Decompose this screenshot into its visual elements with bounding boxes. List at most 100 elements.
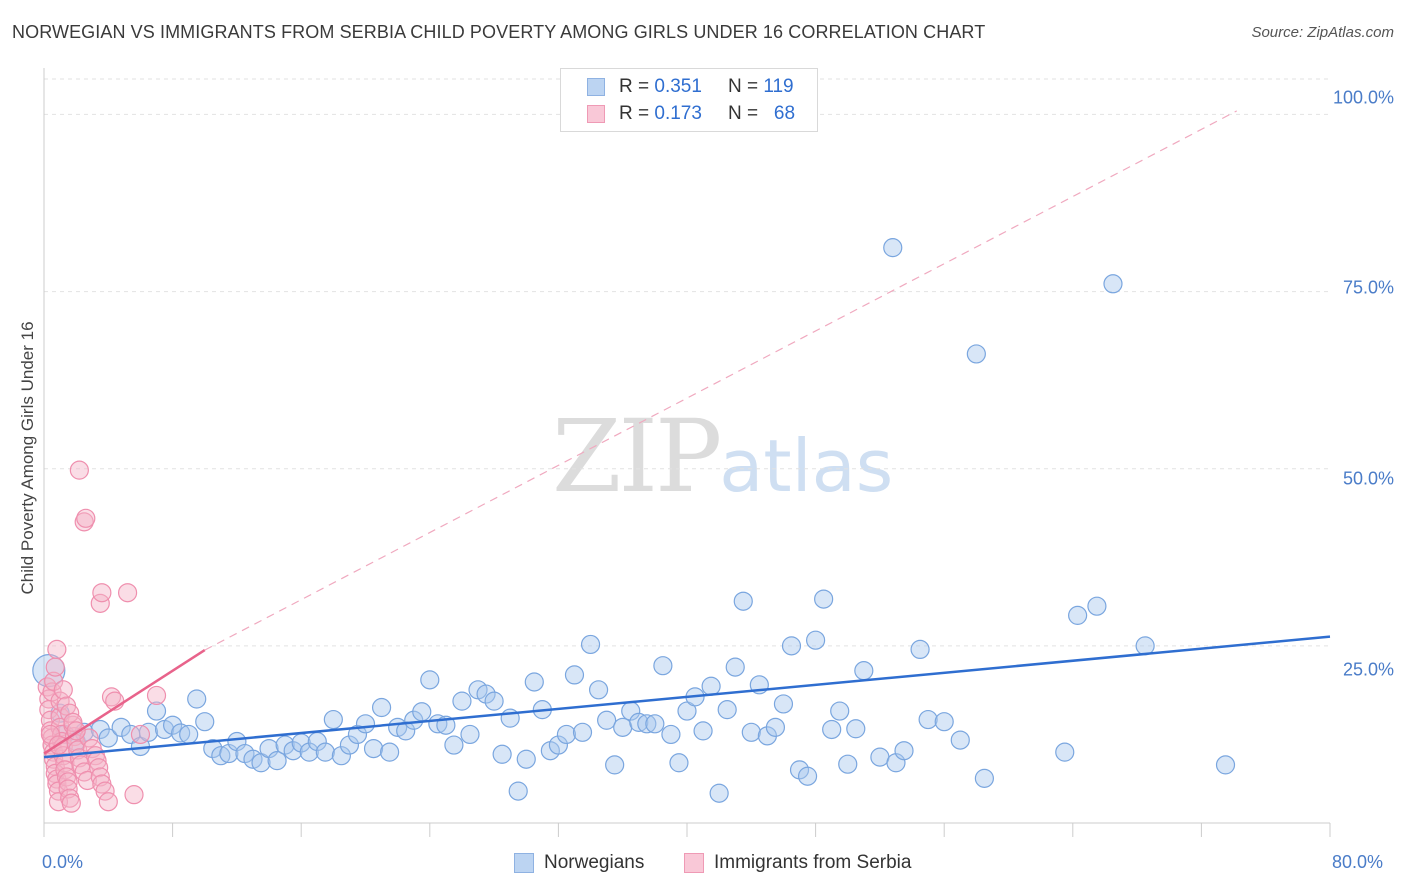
norwegian-point [645, 714, 665, 734]
norwegian-point [548, 735, 569, 755]
legend-swatch-serbia [587, 105, 605, 123]
norwegian-point [564, 665, 585, 685]
norwegian-point [918, 709, 938, 730]
norwegian-point [508, 781, 528, 801]
norwegian-point [556, 724, 577, 745]
norwegian-point [1215, 755, 1236, 775]
norwegian-point [146, 701, 167, 721]
serbia-point [69, 460, 89, 480]
legend-r-label: R = [619, 103, 650, 124]
norwegian-point [1103, 274, 1123, 294]
serbia-point [58, 772, 78, 792]
norwegian-point [894, 741, 914, 761]
bottom-legend-norwegians: Norwegians [514, 852, 644, 874]
bottom-legend-swatch-serbia [684, 853, 704, 873]
serbia-point [53, 680, 73, 700]
norwegian-point [267, 751, 287, 771]
norwegian-point [516, 749, 536, 769]
serbia-point [92, 583, 112, 603]
norwegian-point [1068, 605, 1088, 625]
norwegian-point [580, 634, 601, 655]
norwegian-point [661, 724, 681, 745]
y-tick-label: 25.0% [1342, 659, 1394, 680]
bottom-legend-label-serbia: Immigrants from Serbia [714, 852, 912, 873]
norwegian-trend-line [43, 635, 1331, 759]
norwegian-point [111, 717, 131, 737]
norwegian-point [693, 721, 713, 741]
norwegian-point [637, 714, 657, 734]
norwegian-point [363, 738, 384, 759]
norwegian-point [709, 783, 729, 803]
watermark: ZIPatlas [552, 398, 894, 515]
norwegian-point [717, 700, 737, 720]
y-tick-label: 100.0% [1332, 87, 1394, 108]
norwegian-point [629, 712, 649, 732]
legend-n-label: N = [727, 76, 759, 97]
legend-n-value: 68 [773, 103, 796, 124]
serbia-point [98, 792, 118, 812]
bottom-legend-serbia: Immigrants from Serbia [684, 852, 911, 874]
norwegian-point [765, 717, 786, 737]
norwegian-point [950, 730, 970, 750]
norwegian-point [524, 672, 544, 692]
norwegian-point [484, 691, 504, 711]
norwegian-point [605, 755, 625, 775]
norwegian-point [476, 684, 496, 704]
norwegian-point [283, 741, 303, 761]
norwegian-point [588, 680, 609, 700]
norwegian-point [396, 721, 416, 741]
norwegian-point [838, 754, 858, 774]
serbia-trend-extension [204, 110, 1238, 651]
norwegian-point [773, 694, 794, 714]
norwegian-point [814, 589, 834, 609]
norwegian-point [163, 715, 183, 735]
norwegian-point [797, 766, 818, 786]
norwegian-point [1055, 742, 1075, 762]
norwegian-point [910, 639, 930, 660]
serbia-point [146, 685, 167, 706]
norwegian-point [138, 722, 159, 742]
norwegian-point [613, 717, 633, 737]
norwegian-point [597, 710, 617, 730]
y-tick-label: 50.0% [1342, 468, 1394, 489]
legend-swatch-norwegians [587, 78, 605, 96]
norwegian-point [315, 742, 335, 762]
serbia-point [117, 583, 138, 603]
norwegian-point [380, 742, 400, 762]
legend-row-serbia: R = 0.173 N = 68 [587, 103, 795, 125]
serbia-point [40, 724, 61, 745]
norwegian-point [331, 746, 351, 766]
chart-source: Source: ZipAtlas.com [1251, 24, 1394, 41]
serbia-point [61, 793, 81, 813]
norwegian-point [211, 746, 231, 766]
norwegian-point [822, 719, 842, 740]
x-tick-label-max: 80.0% [1332, 852, 1384, 872]
norwegian-point [934, 712, 954, 732]
norwegian-point [171, 723, 191, 743]
serbia-point [76, 508, 96, 528]
serbia-point [47, 639, 67, 660]
x-tick-label-min: 0.0% [42, 852, 84, 872]
norwegian-point [830, 701, 850, 721]
legend: R = 0.351 N = 119 R = 0.173 N = 68 [560, 68, 818, 132]
serbia-trend-line [43, 649, 206, 755]
norwegian-point [323, 709, 343, 730]
norwegian-point [460, 724, 480, 745]
norwegian-point [444, 735, 464, 755]
norwegian-point [966, 344, 986, 364]
norwegian-point [805, 630, 826, 650]
serbia-point [124, 785, 144, 805]
norwegian-point [733, 591, 753, 611]
serbia-point [130, 724, 151, 745]
norwegian-point [299, 742, 319, 762]
norwegian-point [1087, 596, 1107, 616]
legend-n-label: N = [727, 103, 759, 124]
norwegian-point [187, 689, 207, 709]
norwegian-point [669, 753, 689, 773]
norwegian-point [701, 676, 721, 696]
serbia-point [55, 753, 75, 773]
norwegian-point [725, 657, 745, 677]
bottom-legend-label-norwegians: Norwegians [544, 852, 645, 873]
norwegian-point [355, 714, 376, 734]
